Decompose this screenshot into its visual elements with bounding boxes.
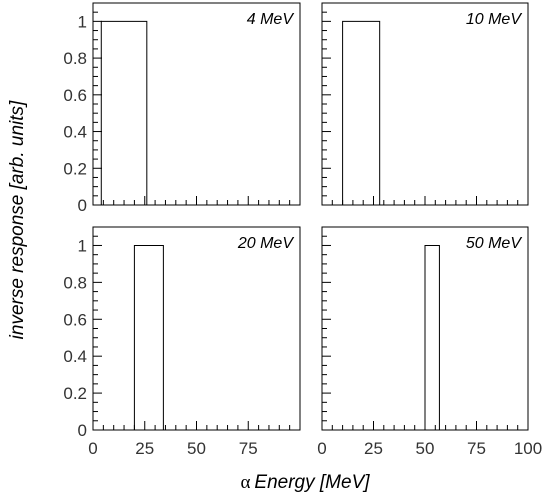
y-tick-label: 1: [78, 236, 87, 255]
y-tick-label: 0.4: [63, 347, 87, 366]
x-tick-label: 75: [239, 439, 258, 458]
panel-2: 10 MeV: [321, 2, 529, 206]
y-tick-label: 0.6: [63, 86, 87, 105]
panel-4: 50 MeV 0 25 50 75 100: [317, 226, 542, 458]
histogram-bar: [424, 244, 440, 430]
y-axis-title: inverse response [arb. units]: [7, 100, 28, 339]
x-tick-label: 0: [88, 439, 97, 458]
x-tick-label: 25: [364, 439, 383, 458]
x-tick-label: 25: [135, 439, 154, 458]
y-tick-label: 0.8: [63, 273, 87, 292]
y-tick-label: 0.2: [63, 159, 87, 178]
panel-label: 50 MeV: [466, 235, 522, 252]
x-axis-title: α Energy [MeV]: [240, 472, 370, 493]
y-tick-label: 0.8: [63, 49, 87, 68]
y-tick-label: 1: [78, 12, 87, 31]
y-tick-label: 0: [78, 421, 87, 440]
panel-label: 20 MeV: [237, 235, 294, 252]
panel-label: 4 MeV: [247, 11, 295, 28]
alpha-symbol: α: [240, 472, 250, 493]
panels: 4 MeV 0 0.2 0.4 0.6 0.8 1 10 MeV 20 MeV 0 0.2 0.4 0.…: [63, 2, 542, 458]
y-tick-label: 0: [78, 196, 87, 215]
x-axis-title-text: Energy [MeV]: [254, 472, 370, 493]
panel-frame: [92, 2, 301, 206]
panel-1: 4 MeV 0 0.2 0.4 0.6 0.8 1: [63, 2, 301, 215]
histogram-bar: [100, 20, 148, 205]
histogram-bar: [342, 20, 381, 205]
histogram-bar: [133, 244, 164, 430]
y-tick-label: 0.4: [63, 123, 87, 142]
x-tick-label: 100: [514, 439, 542, 458]
panel-label: 10 MeV: [466, 11, 522, 28]
y-tick-label: 0.6: [63, 310, 87, 329]
x-tick-label: 0: [317, 439, 326, 458]
panel-frame: [321, 2, 529, 206]
x-tick-label: 50: [187, 439, 206, 458]
panel-frame: [92, 226, 301, 431]
panel-3: 20 MeV 0 0.2 0.4 0.6 0.8 1 0 25 50 75: [63, 226, 301, 458]
y-tick-label: 0.2: [63, 384, 87, 403]
x-tick-label: 50: [416, 439, 435, 458]
x-tick-label: 75: [467, 439, 486, 458]
